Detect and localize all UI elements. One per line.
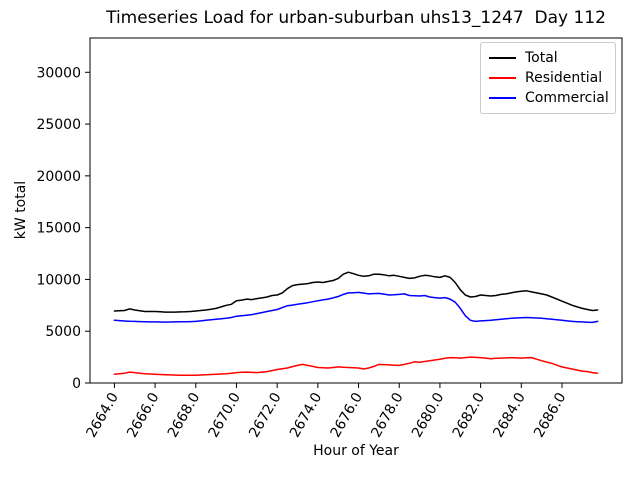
y-tick-label: 5000 bbox=[45, 324, 81, 340]
x-tick-label: 2674.0 bbox=[287, 390, 325, 440]
x-tick-label: 2668.0 bbox=[165, 390, 203, 440]
commercial-line-swatch bbox=[489, 97, 516, 99]
legend-label-total: Total bbox=[525, 50, 558, 66]
y-tick-label: 10000 bbox=[36, 272, 81, 288]
residential-line-swatch bbox=[489, 77, 516, 79]
y-tick-label: 25000 bbox=[36, 117, 81, 133]
x-tick-label: 2672.0 bbox=[246, 390, 284, 440]
x-tick-label: 2664.0 bbox=[84, 390, 122, 440]
x-tick-label: 2680.0 bbox=[409, 390, 447, 440]
axes-frame bbox=[89, 37, 623, 384]
x-tick-label: 2666.0 bbox=[124, 390, 162, 440]
x-tick-label: 2682.0 bbox=[450, 390, 488, 440]
legend-label-commercial: Commercial bbox=[525, 90, 609, 106]
x-tick-label: 2670.0 bbox=[206, 390, 244, 440]
series-line-total bbox=[113, 271, 599, 313]
y-tick-label: 20000 bbox=[36, 169, 81, 185]
x-tick-label: 2686.0 bbox=[531, 390, 569, 440]
y-axis-label: kW total bbox=[13, 180, 29, 240]
x-tick-label: 2684.0 bbox=[490, 390, 528, 440]
legend: Total Residential Commercial bbox=[480, 42, 616, 114]
y-tick-label: 15000 bbox=[36, 221, 81, 237]
y-tick-label: 0 bbox=[72, 376, 81, 392]
series-line-commercial bbox=[113, 291, 599, 324]
legend-item-residential: Residential bbox=[489, 68, 607, 88]
x-tick-label: 2676.0 bbox=[328, 390, 366, 440]
legend-item-commercial: Commercial bbox=[489, 88, 609, 108]
legend-label-residential: Residential bbox=[525, 70, 603, 86]
x-axis-label: Hour of Year bbox=[313, 443, 399, 459]
x-tick-label: 2678.0 bbox=[368, 390, 406, 440]
chart-title: Timeseries Load for urban-suburban uhs13… bbox=[106, 8, 606, 28]
legend-item-total: Total bbox=[489, 48, 607, 68]
y-tick-label: 30000 bbox=[36, 65, 81, 81]
total-line-swatch bbox=[489, 57, 516, 59]
series-line-residential bbox=[113, 356, 599, 376]
